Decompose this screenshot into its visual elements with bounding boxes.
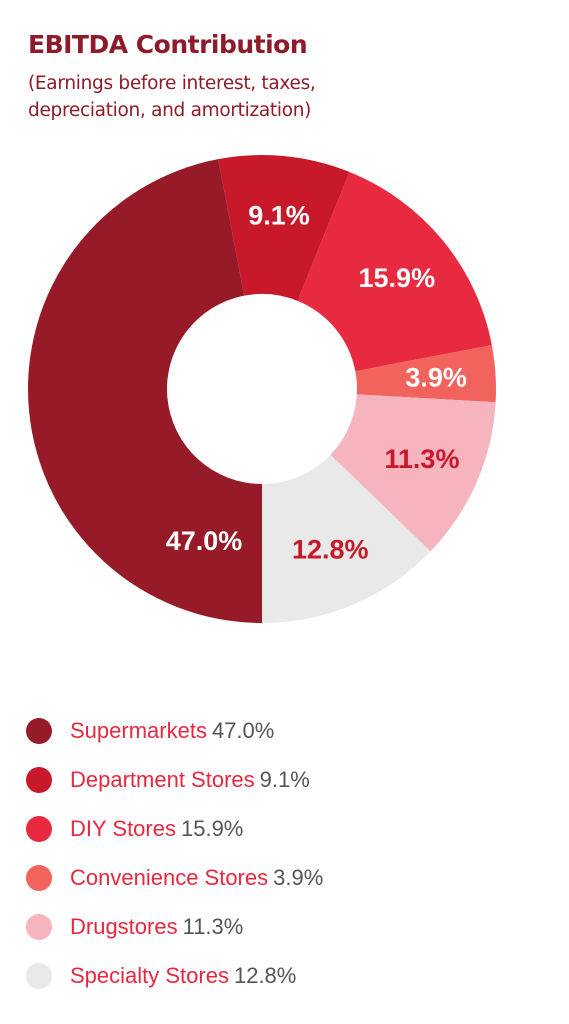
legend-swatch-supermarkets [26,717,52,744]
legend-swatch-convenience-stores [26,864,52,891]
legend-item-department-stores: Department Stores 9.1% [26,755,546,804]
chart-subtitle: (Earnings before interest, taxes, deprec… [28,70,548,124]
legend-label-diy-stores: DIY Stores [70,815,176,841]
slice-label-supermarkets: 47.0% [166,526,243,556]
legend-value-drugstores: 11.3% [182,913,244,939]
legend-swatch-specialty-stores [26,962,52,989]
subtitle-line-1: (Earnings before interest, taxes, [28,73,316,94]
legend-swatch-diy-stores [26,815,52,842]
slice-specialty-stores [262,454,431,623]
slice-diy-stores [297,171,492,372]
legend-item-convenience-stores: Convenience Stores 3.9% [26,853,546,902]
slice-label-diy-stores: 15.9% [359,263,436,293]
legend-value-convenience-stores: 3.9% [273,864,324,890]
slice-label-specialty-stores: 12.8% [292,535,369,565]
slice-label-department-stores: 9.1% [248,200,310,230]
legend-label-specialty-stores: Specialty Stores [70,962,229,988]
legend-value-supermarkets: 47.0% [211,717,275,743]
legend-label-convenience-stores: Convenience Stores [70,864,269,890]
legend-item-specialty-stores: Specialty Stores 12.8% [26,951,546,1000]
chart-legend: Supermarkets 47.0% Department Stores 9.1% DI… [26,706,546,1000]
donut-chart: 47.0% 9.1% 15.9% 3.9% 11.3% 12.8% [27,155,497,624]
legend-item-supermarkets: Supermarkets 47.0% [26,706,546,755]
slice-convenience-stores [355,345,497,403]
legend-item-diy-stores: DIY Stores 15.9% [26,804,546,853]
slice-label-drugstores: 11.3% [384,444,459,474]
legend-value-specialty-stores: 12.8% [233,962,297,988]
legend-value-department-stores: 9.1% [259,766,310,792]
donut-slice-labels: 47.0% 9.1% 15.9% 3.9% 11.3% 12.8% [166,200,467,564]
chart-title: EBITDA Contribution [28,30,308,59]
legend-label-supermarkets: Supermarkets [70,717,207,743]
legend-swatch-department-stores [26,766,52,793]
slice-supermarkets [27,159,262,624]
legend-item-drugstores: Drugstores 11.3% [26,902,546,951]
slice-department-stores [218,155,350,301]
legend-swatch-drugstores [26,913,52,940]
donut-slices [27,155,497,624]
slice-drugstores [330,394,496,552]
legend-label-department-stores: Department Stores [70,766,255,792]
slice-label-convenience-stores: 3.9% [405,362,467,392]
subtitle-line-2: depreciation, and amortization) [28,100,312,121]
legend-label-drugstores: Drugstores [70,913,178,939]
legend-value-diy-stores: 15.9% [180,815,244,841]
